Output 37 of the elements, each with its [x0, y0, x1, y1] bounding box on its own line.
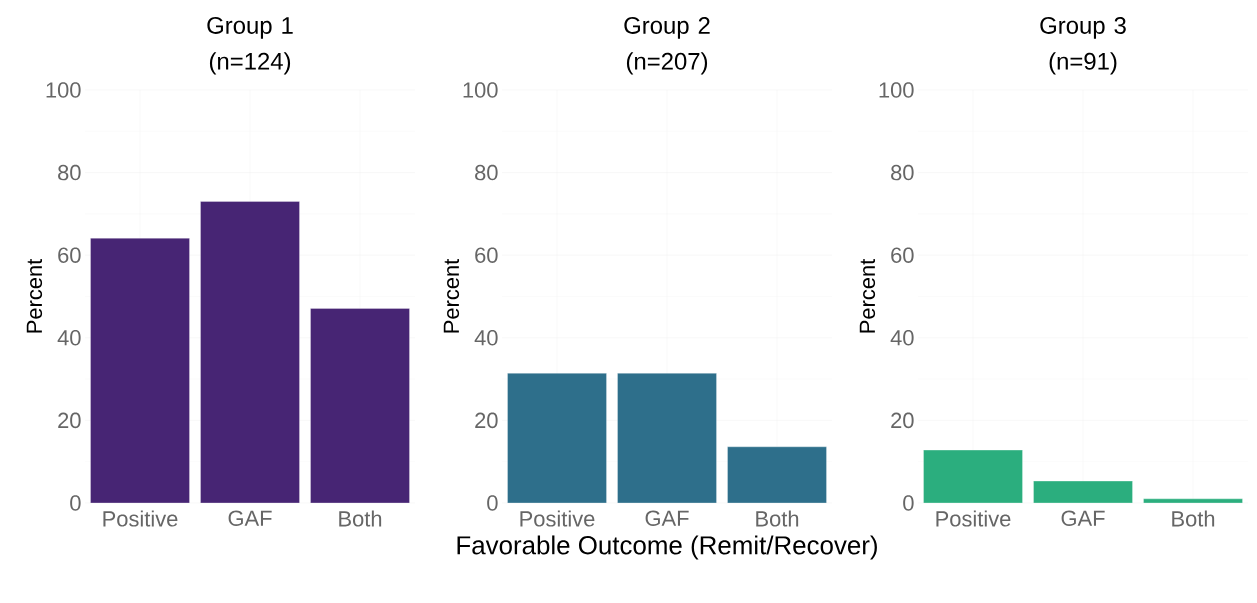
y-tick-label: 60 [475, 247, 498, 263]
x-axis-title: Favorable Outcome (Remit/Recover) [457, 535, 877, 560]
bar [310, 308, 410, 503]
x-tick-label: Both [756, 510, 799, 527]
x-tick-label: Both [1172, 510, 1215, 527]
y-tick-label: 100 [463, 82, 498, 98]
chart-title: Group 1 (n=124) [207, 16, 293, 75]
y-tick-label: 20 [891, 412, 914, 429]
y-tick-label: 40 [890, 330, 914, 346]
x-tick-label: Positive [103, 510, 178, 527]
x-tick-label: Positive [936, 510, 1011, 527]
y-tick-label: 80 [475, 164, 498, 181]
y-tick-label: 60 [891, 247, 914, 263]
chart-title: Group 3 (n=91) [1040, 16, 1126, 75]
chart-title: Group 2 (n=207) [624, 16, 710, 75]
y-tick-label: 0 [70, 495, 81, 511]
y-tick-label: 0 [487, 495, 498, 511]
x-tick-label: GAF [645, 510, 689, 527]
y-tick-label: 20 [475, 412, 498, 429]
x-tick-label: GAF [228, 510, 272, 527]
y-tick-label: 80 [58, 164, 81, 181]
x-tick-label: Both [339, 510, 382, 527]
y-tick-label: 60 [58, 247, 81, 263]
y-tick-label: 80 [891, 164, 914, 181]
bar [90, 238, 190, 503]
y-tick-label: 20 [58, 412, 81, 429]
y-tick-label: 100 [46, 82, 81, 98]
x-tick-label: Positive [520, 510, 595, 527]
x-tick-label: GAF [1061, 510, 1105, 527]
bar [200, 201, 300, 503]
y-axis-title: Percent [443, 258, 460, 333]
y-axis-title: Percent [26, 258, 43, 333]
y-axis-title: Percent [859, 258, 876, 333]
y-tick-label: 0 [903, 495, 914, 511]
y-tick-label: 40 [474, 330, 498, 346]
y-tick-label: 100 [879, 82, 914, 98]
y-tick-label: 40 [57, 330, 81, 346]
